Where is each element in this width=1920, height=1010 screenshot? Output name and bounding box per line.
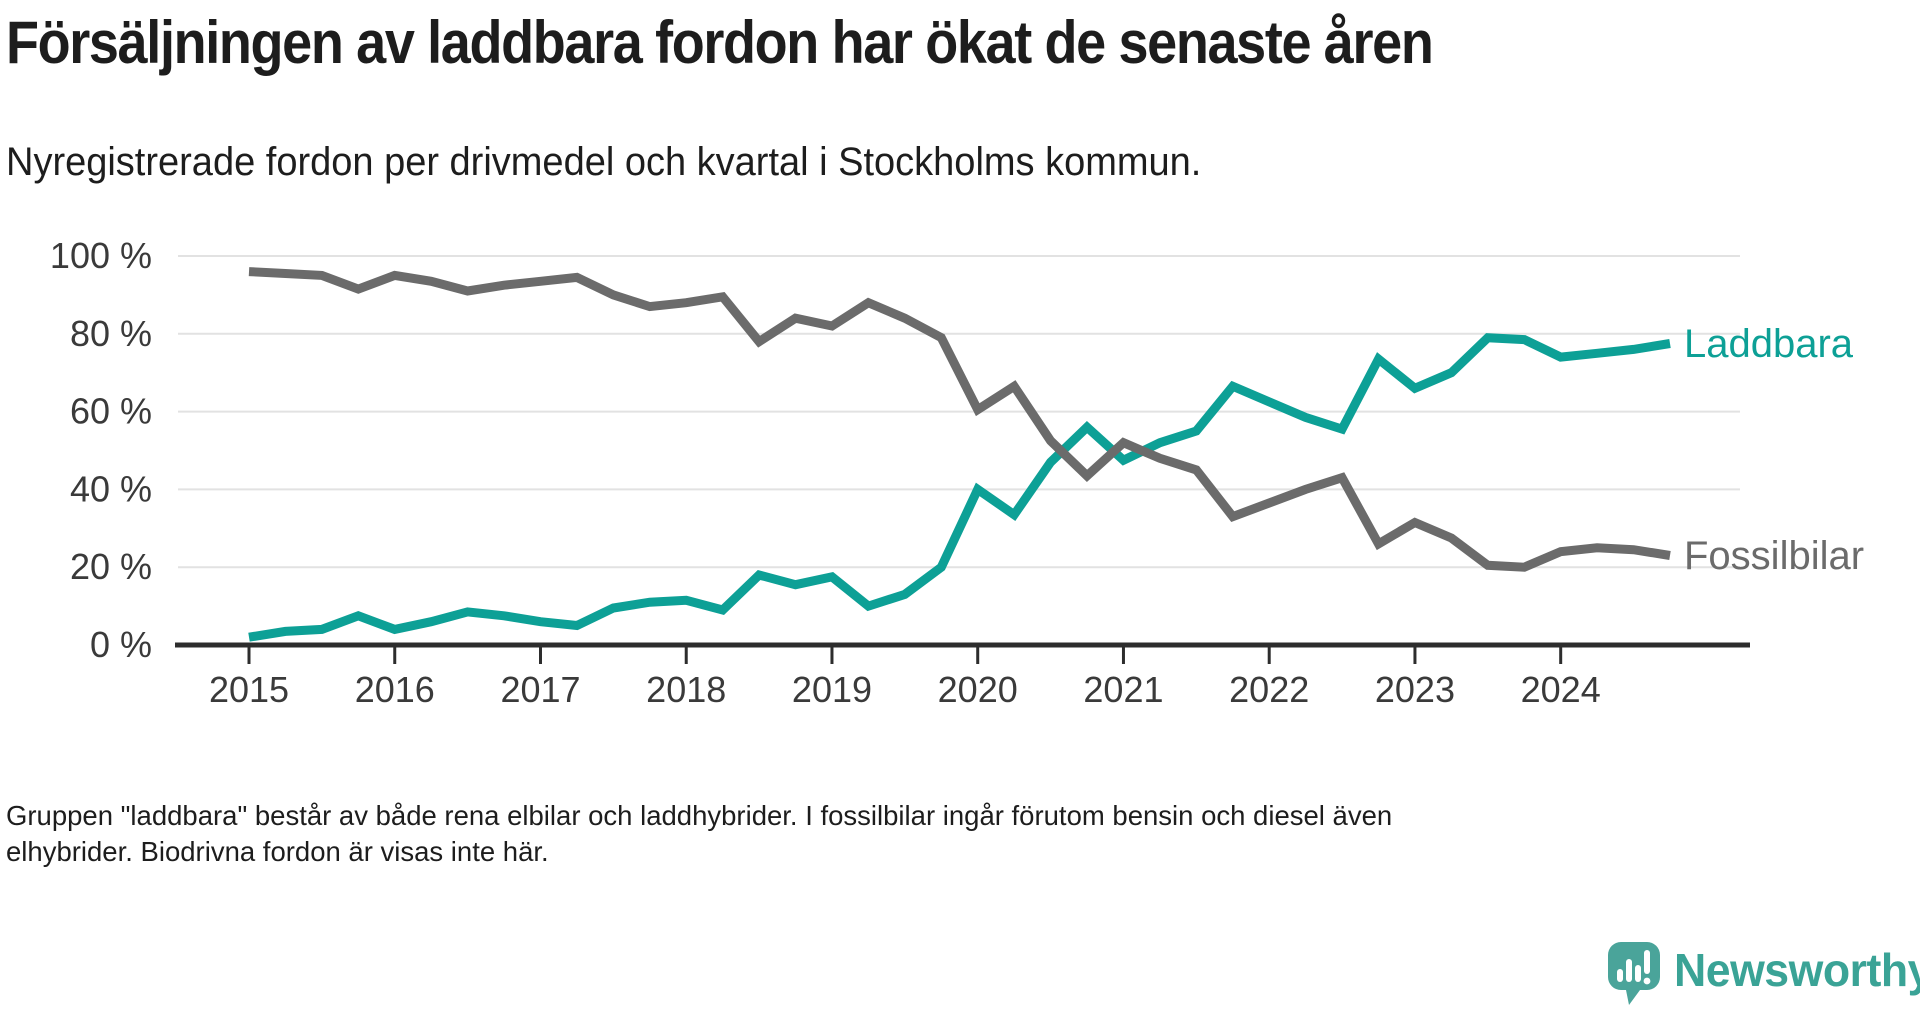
x-tick-label: 2022 <box>1229 669 1309 710</box>
bar-chart-bar-1 <box>1617 969 1623 982</box>
bar-chart-bar-2 <box>1626 959 1632 982</box>
footnote: Gruppen "laddbara" består av både rena e… <box>6 800 1393 868</box>
x-tick-label: 2018 <box>646 669 726 710</box>
y-tick-label: 0 % <box>90 624 152 665</box>
x-tick-label: 2020 <box>938 669 1018 710</box>
x-tick-label: 2015 <box>209 669 289 710</box>
series-line-laddbara <box>248 333 1671 642</box>
y-tick-label: 60 % <box>70 391 152 432</box>
x-tick-label: 2016 <box>355 669 435 710</box>
y-tick-label: 100 % <box>50 235 152 276</box>
newsworthy-wordmark: Newsworthy <box>1674 944 1920 996</box>
x-tick-label: 2023 <box>1375 669 1455 710</box>
exclamation-dot <box>1643 977 1651 985</box>
series-label-laddbara: Laddbara <box>1684 322 1854 366</box>
bubble-shape <box>1608 942 1660 1005</box>
x-tick-label: 2017 <box>500 669 580 710</box>
y-tick-label: 20 % <box>70 546 152 587</box>
y-tick-label: 40 % <box>70 468 152 509</box>
series-line-fossilbilar <box>248 267 1671 572</box>
x-tick-label: 2019 <box>792 669 872 710</box>
newsworthy-speech-bubble-icon <box>1608 942 1660 1005</box>
x-tick-label: 2021 <box>1083 669 1163 710</box>
y-tick-label: 80 % <box>70 313 152 354</box>
x-tick-label: 2024 <box>1521 669 1601 710</box>
page-subtitle: Nyregistrerade fordon per drivmedel och … <box>6 140 1202 184</box>
newsworthy-logo: Newsworthy <box>1608 942 1920 1008</box>
bar-chart-bar-3 <box>1635 965 1641 982</box>
series-label-fossilbilar: Fossilbilar <box>1684 534 1864 578</box>
exclamation-bar <box>1644 950 1650 974</box>
page-title: Försäljningen av laddbara fordon har öka… <box>6 9 1434 76</box>
